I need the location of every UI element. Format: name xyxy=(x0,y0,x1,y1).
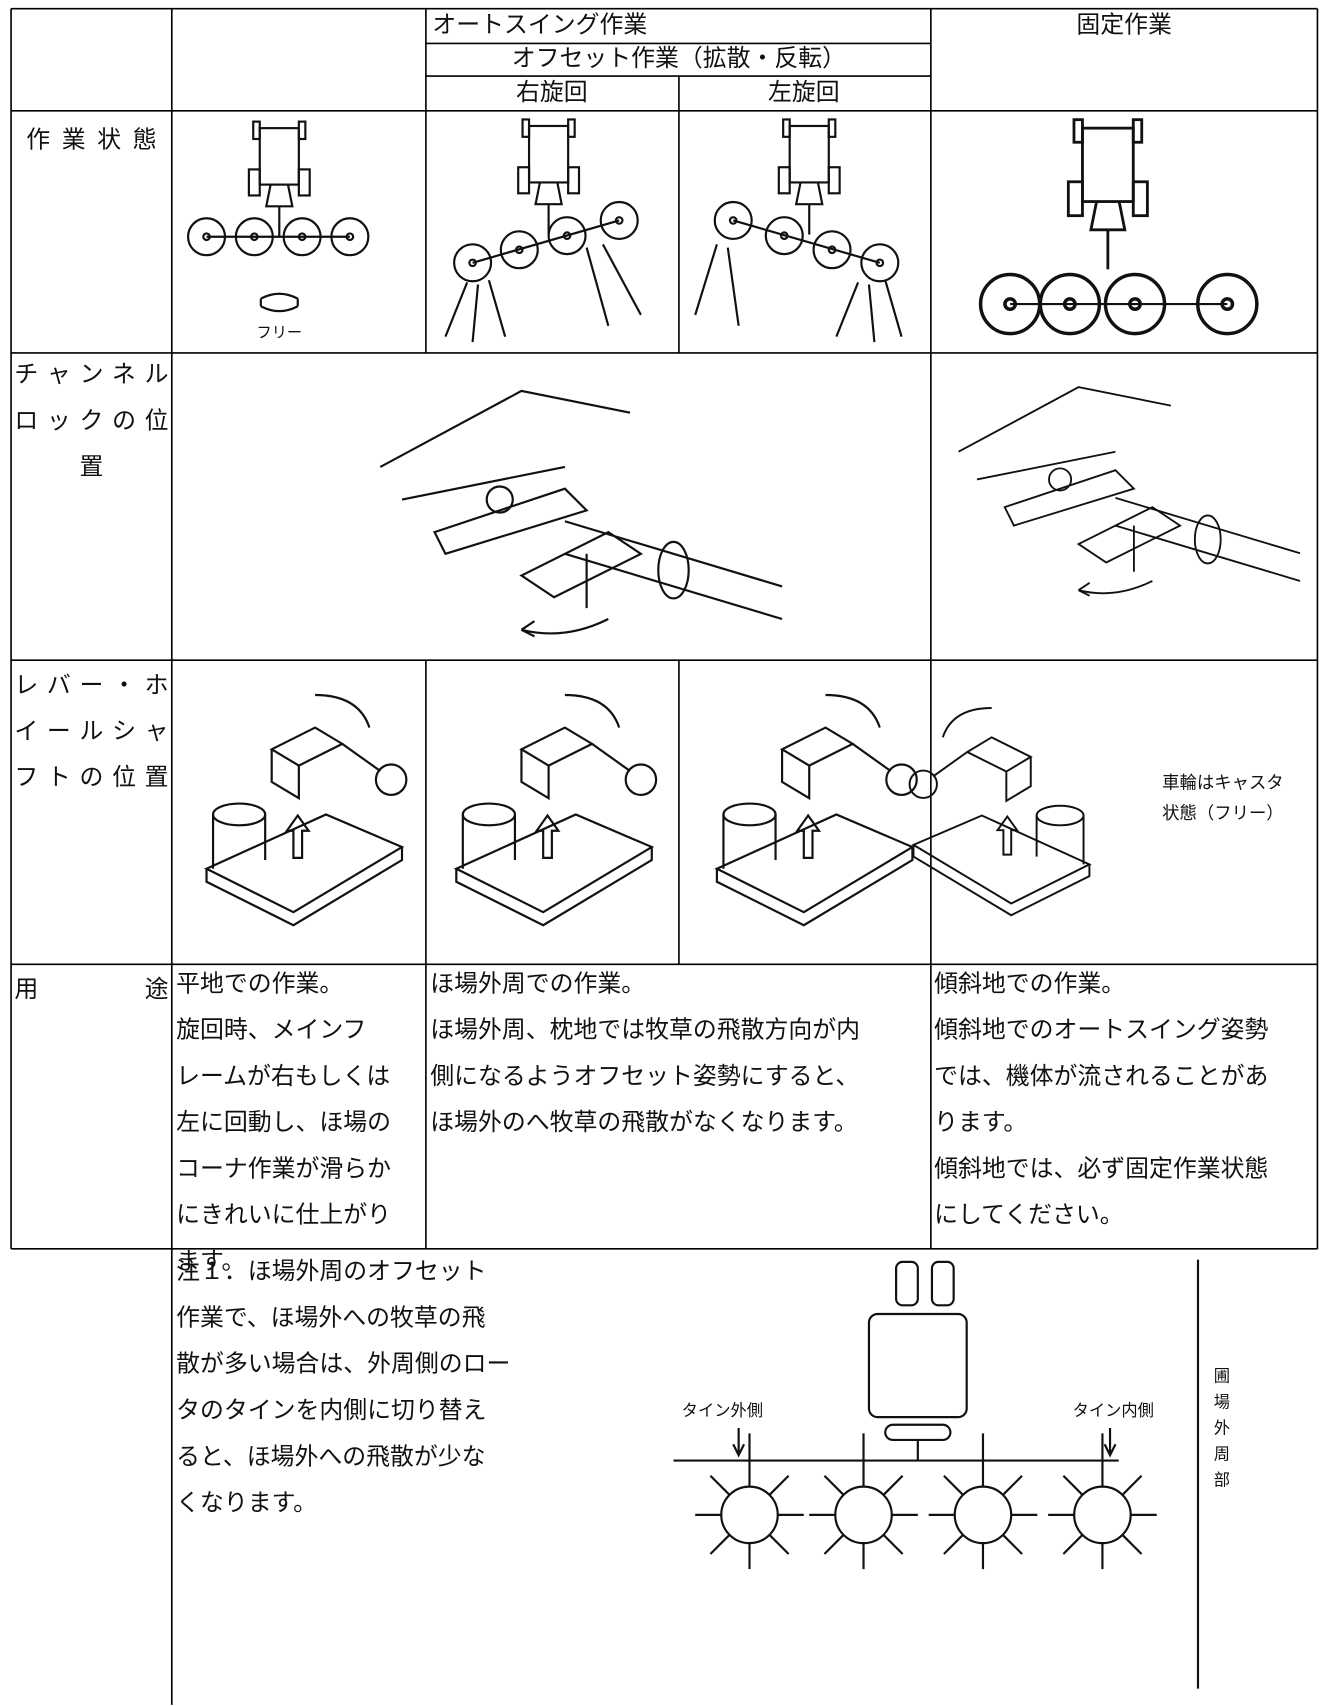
usage-text: 側になるようオフセット姿勢にすると、 xyxy=(430,1062,859,1090)
note-text: タのタインを内側に切り替え xyxy=(176,1396,486,1424)
row-label: チャンネル xyxy=(14,360,168,388)
tine-inside: タイン内側 xyxy=(1073,1401,1154,1420)
row-label: フトの位置 xyxy=(14,763,168,791)
field-edge-label: 部 xyxy=(1214,1471,1230,1490)
row-label: 作業状態 xyxy=(26,126,156,154)
usage-text: ほ場外周での作業。 xyxy=(430,969,645,997)
row-label: イールシャ xyxy=(14,717,168,745)
texts: オートスイング作業 オフセット作業（拡散・反転） 右旋回 左旋回 固定作業 フリ… xyxy=(257,11,1173,1421)
field-edge-label: 外 xyxy=(1214,1419,1230,1438)
usage-text: ほ場外のへ牧草の飛散がなくなります。 xyxy=(430,1108,857,1136)
usage-text: 左に回動し、ほ場の xyxy=(176,1108,391,1136)
note-text: 作業で、ほ場外への牧草の飛 xyxy=(176,1303,486,1331)
row-label: 置 xyxy=(79,453,103,481)
usage-text: 平地での作業。 xyxy=(176,969,343,997)
row-label: 用 途 xyxy=(14,975,168,1003)
usage-text: にきれいに仕上がり xyxy=(176,1201,391,1229)
usage-text: では、機体が流されることがあ xyxy=(934,1062,1268,1090)
free-label: フリー xyxy=(257,323,303,341)
usage-text: 傾斜地での作業。 xyxy=(934,969,1125,997)
usage-text: ほ場外周、枕地では牧草の飛散方向が内 xyxy=(430,1016,860,1044)
header-left-turn: 左旋回 xyxy=(768,78,840,106)
usage-text: 傾斜地では、必ず固定作業状態 xyxy=(934,1154,1268,1182)
illustrations xyxy=(186,118,1301,1689)
header-right-turn: 右旋回 xyxy=(516,78,588,106)
usage-text: ます。 xyxy=(176,1247,245,1275)
header-auto-swing: オートスイング作業 xyxy=(432,11,647,39)
usage-text: にしてください。 xyxy=(934,1201,1124,1229)
caster-label: 状態（フリー） xyxy=(1162,804,1284,824)
header-fixed: 固定作業 xyxy=(1076,11,1172,39)
note-text: 注１．ほ場外周のオフセット xyxy=(176,1257,486,1285)
note-text: 散が多い場合は、外周側のロー xyxy=(176,1350,510,1378)
usage-text: 傾斜地でのオートスイング姿勢 xyxy=(934,1016,1268,1044)
row-label: ロックの位 xyxy=(14,406,168,434)
usage-text: ります。 xyxy=(934,1108,1027,1136)
row-label: レバー・ホ xyxy=(14,671,168,699)
usage-text: 旋回時、メインフ xyxy=(176,1016,366,1044)
usage-text: コーナ作業が滑らか xyxy=(176,1154,391,1182)
note-text: くなります。 xyxy=(176,1489,317,1517)
usage-text: レームが右もしくは xyxy=(176,1062,390,1090)
table-grid xyxy=(10,7,1319,1705)
header-offset: オフセット作業（拡散・反転） xyxy=(512,44,846,72)
caster-label: 車輪はキャスタ xyxy=(1162,774,1284,794)
field-edge-label: 場 xyxy=(1214,1393,1230,1412)
tine-outside: タイン外側 xyxy=(682,1401,763,1420)
note-text: ると、ほ場外への飛散が少な xyxy=(176,1442,485,1470)
field-edge-label: 圃 xyxy=(1214,1366,1230,1385)
field-edge-label: 周 xyxy=(1214,1445,1230,1464)
